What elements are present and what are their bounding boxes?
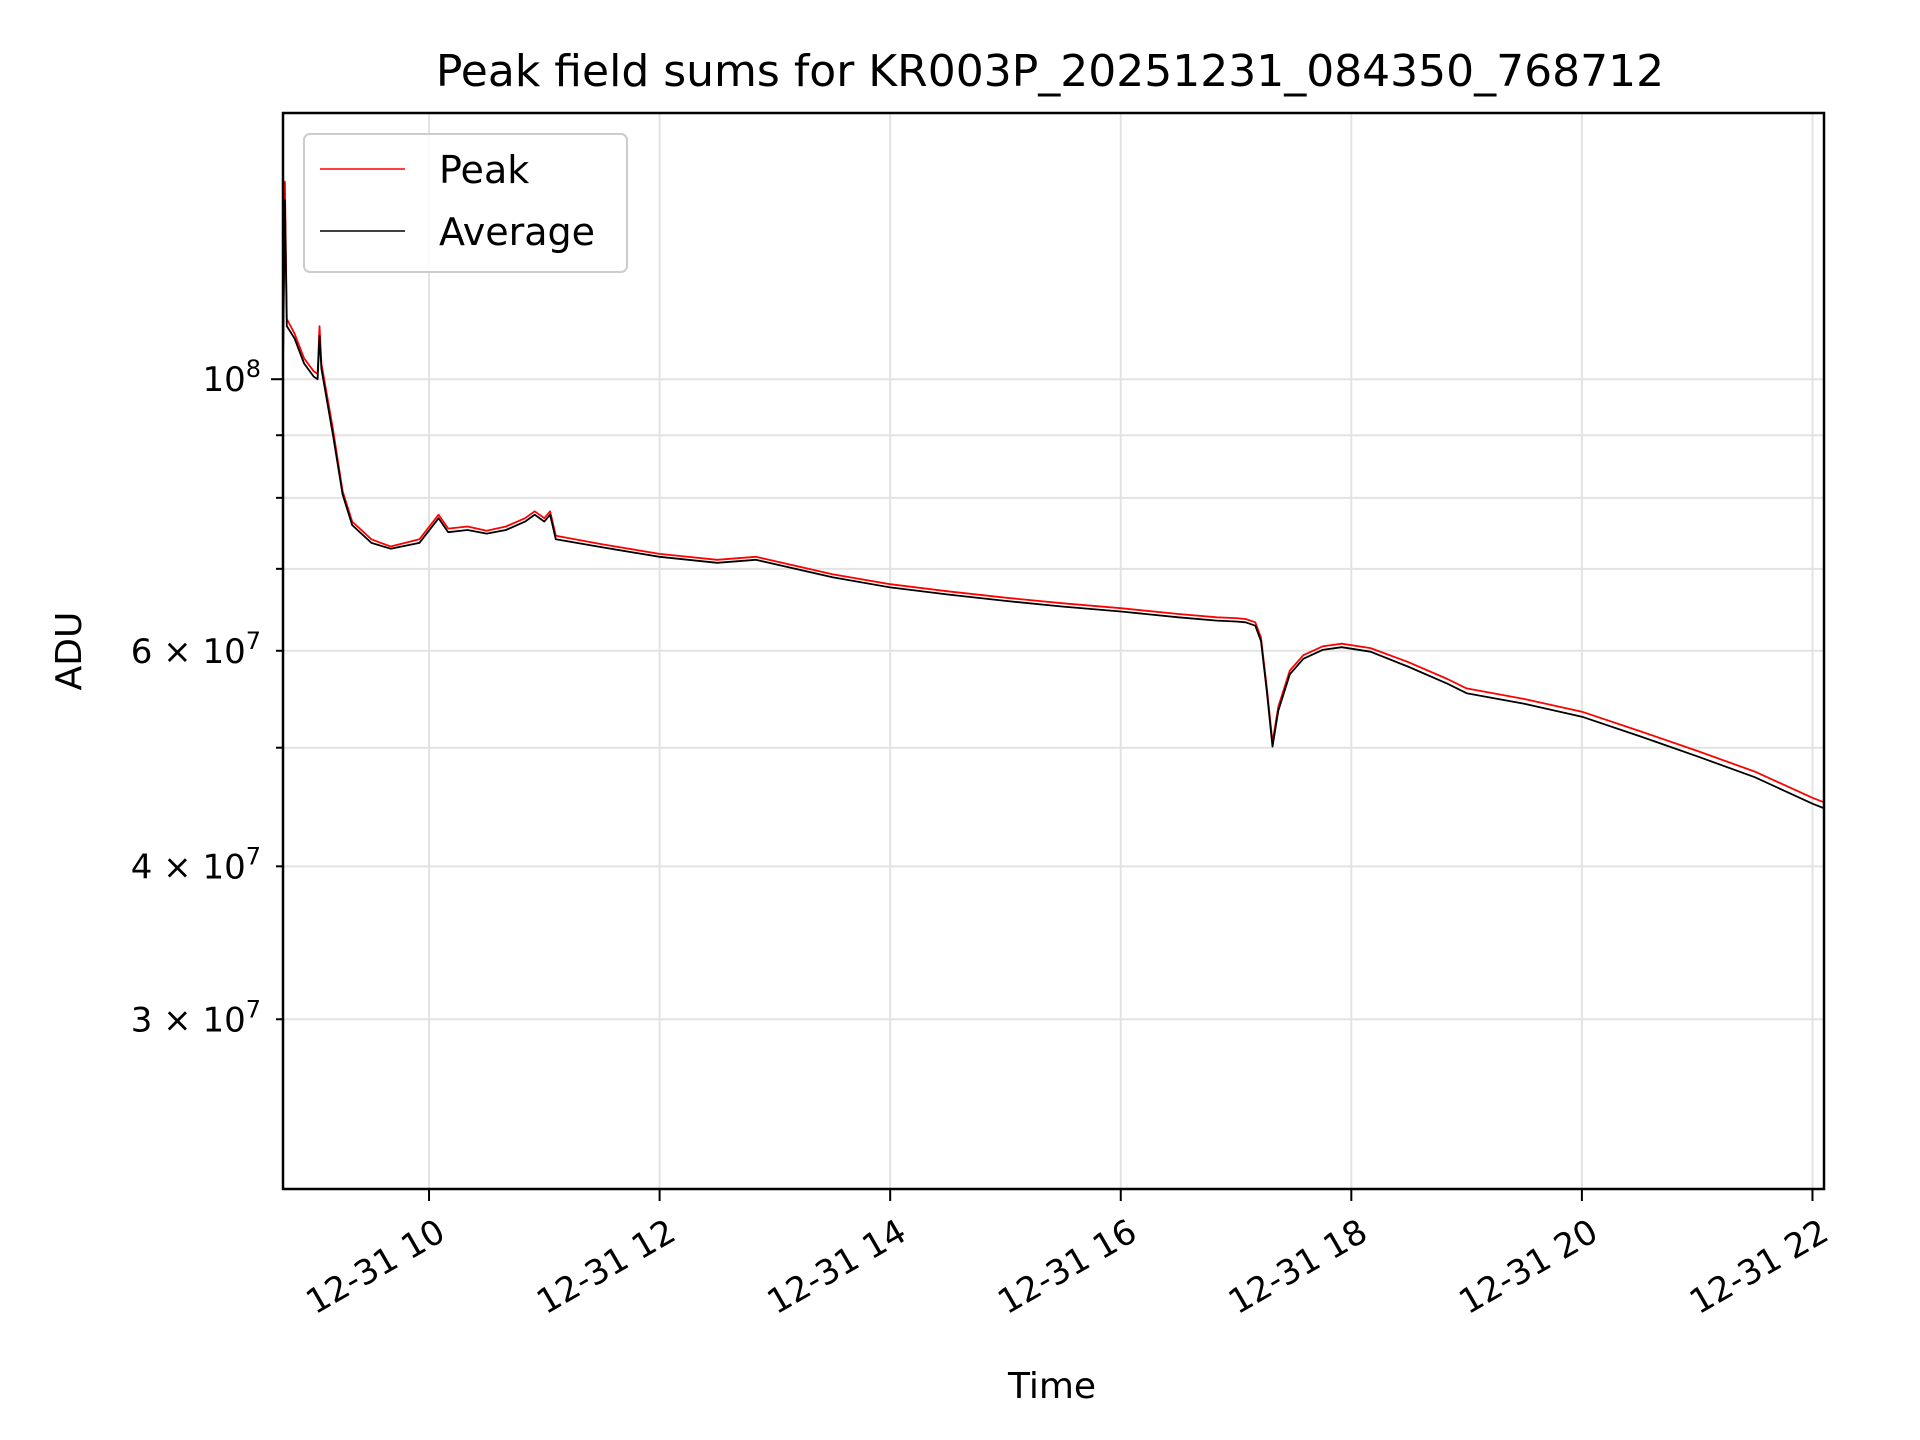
series-line-peak bbox=[283, 180, 1824, 804]
legend-label-average: Average bbox=[439, 210, 595, 254]
y-tick-label: 6 × 107 bbox=[131, 627, 261, 672]
y-tick-label: 4 × 107 bbox=[131, 842, 261, 887]
x-axis-label: Time bbox=[1007, 1366, 1096, 1407]
chart-title: Peak field sums for KR003P_20251231_0843… bbox=[436, 46, 1664, 97]
legend-label-peak: Peak bbox=[439, 148, 529, 192]
legend: Peak Average bbox=[303, 133, 628, 273]
series-layer bbox=[283, 180, 1824, 810]
y-tick-label: 3 × 107 bbox=[131, 995, 261, 1040]
y-axis-label: ADU bbox=[49, 612, 90, 691]
series-line-average bbox=[283, 199, 1824, 810]
grid bbox=[283, 113, 1824, 1189]
y-tick-label: 108 bbox=[202, 355, 261, 400]
